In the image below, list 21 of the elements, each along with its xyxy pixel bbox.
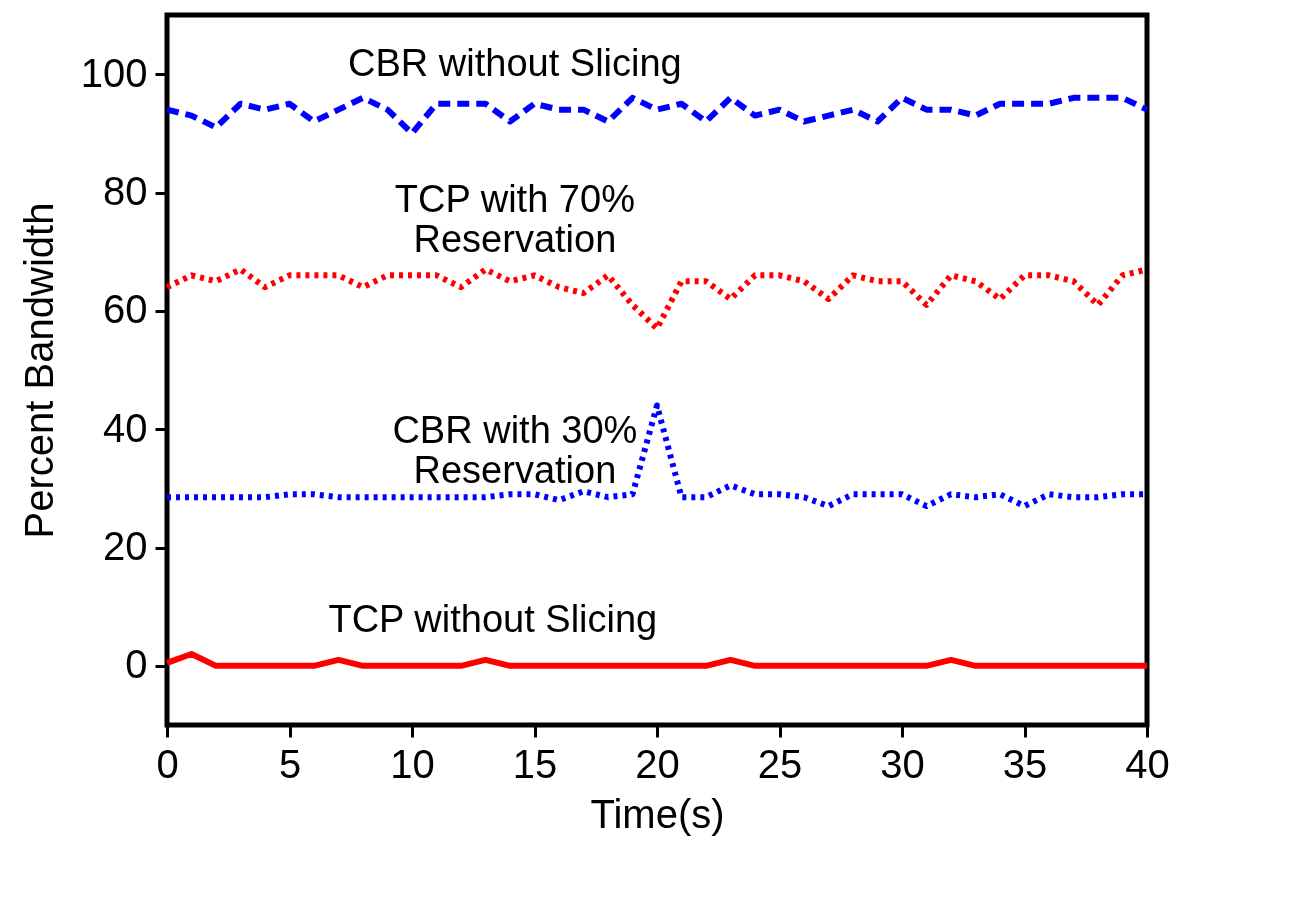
y-tick-label: 40 [103, 405, 148, 450]
x-tick-label: 25 [757, 741, 803, 786]
series-label: TCP without Slicing [328, 598, 658, 641]
y-tick-label: 0 [125, 642, 148, 687]
x-tick-label: 35 [1002, 741, 1048, 786]
y-tick-label: 80 [103, 169, 148, 213]
x-tick-label: 15 [512, 741, 558, 786]
x-tick-label: 10 [390, 741, 435, 786]
series-label: CBR with 30% Reservation [392, 409, 638, 492]
y-tick-label: 60 [103, 287, 148, 332]
x-tick-label: 40 [1125, 741, 1170, 786]
y-axis-title: Percent Bandwidth [16, 202, 61, 539]
x-tick-label: 5 [278, 741, 302, 786]
series-label: CBR without Slicing [348, 42, 682, 85]
x-tick-label: 20 [635, 741, 680, 786]
x-tick-label: 0 [156, 741, 179, 786]
y-tick-label: 20 [103, 524, 148, 568]
x-tick-label: 30 [880, 741, 925, 786]
x-axis-title: Time(s) [590, 791, 725, 836]
series-label: TCP with 70% Reservation [394, 178, 635, 261]
y-tick-label: 100 [80, 50, 148, 95]
